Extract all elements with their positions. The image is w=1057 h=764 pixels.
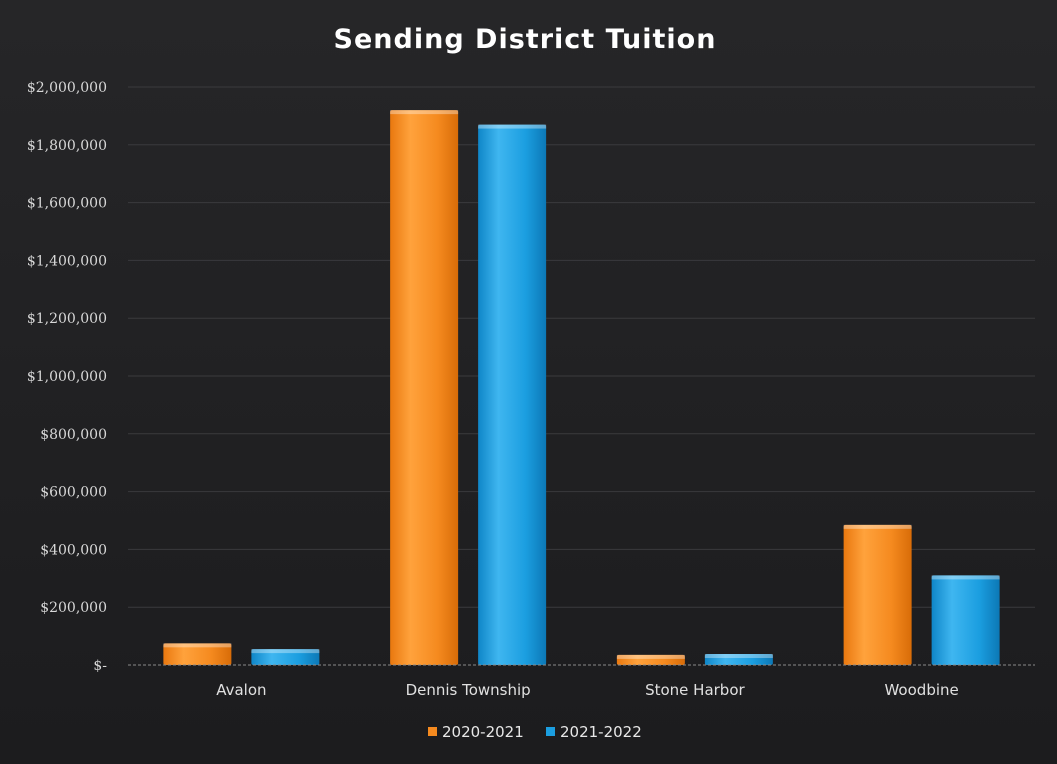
- legend-swatch: [546, 727, 555, 736]
- bar-highlight: [251, 649, 320, 654]
- y-axis-tick-labels: $- $200,000 $400,000 $600,000 $800,000 $1,000…: [27, 80, 107, 674]
- bar-avalon-2020-2021: [163, 643, 232, 665]
- bars: [163, 110, 1000, 666]
- y-tick-label: $400,000: [40, 542, 107, 558]
- y-tick-label: $600,000: [40, 485, 107, 501]
- bar-highlight: [931, 575, 1000, 580]
- y-tick-label: $1,400,000: [27, 253, 107, 269]
- y-tick-label: $-: [93, 658, 107, 674]
- bar-highlight: [478, 124, 547, 129]
- y-tick-label: $1,200,000: [27, 311, 107, 327]
- bar-avalon-2021-2022: [251, 649, 320, 665]
- y-tick-label: $1,600,000: [27, 196, 107, 212]
- gridlines: [128, 86, 1035, 608]
- x-tick-label: Avalon: [216, 681, 266, 699]
- legend-label: 2020-2021: [442, 723, 524, 741]
- y-tick-label: $2,000,000: [27, 80, 107, 96]
- bar-stone-harbor-2021-2022: [704, 654, 773, 665]
- legend-label: 2021-2022: [560, 723, 642, 741]
- bar-highlight: [390, 110, 459, 115]
- x-tick-label: Stone Harbor: [645, 681, 745, 699]
- y-tick-label: $1,800,000: [27, 138, 107, 154]
- bar-highlight: [616, 654, 685, 659]
- legend: 2020-2021 2021-2022: [428, 723, 642, 741]
- x-tick-label: Woodbine: [884, 681, 958, 699]
- y-tick-label: $800,000: [40, 427, 107, 443]
- y-tick-label: $200,000: [40, 600, 107, 616]
- chart-title: Sending District Tuition: [334, 24, 717, 55]
- bar-woodbine-2020-2021: [843, 524, 912, 665]
- bar-woodbine-2021-2022: [931, 575, 1000, 665]
- x-tick-label: Dennis Township: [406, 681, 531, 699]
- bar-stone-harbor-2020-2021: [616, 654, 685, 665]
- bar-dennis-township-2021-2022: [478, 124, 547, 665]
- bar-highlight: [843, 524, 912, 529]
- x-axis-tick-labels: Avalon Dennis Township Stone Harbor Woodbin…: [216, 681, 959, 699]
- bar-highlight: [704, 654, 773, 659]
- legend-swatch: [428, 727, 437, 736]
- y-tick-label: $1,000,000: [27, 369, 107, 385]
- bar-highlight: [163, 643, 232, 648]
- bar-dennis-township-2020-2021: [390, 110, 459, 666]
